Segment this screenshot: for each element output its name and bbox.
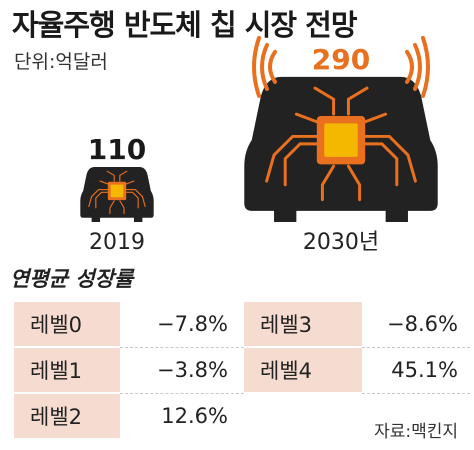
growth-value: 12.6% <box>161 404 228 428</box>
level-label: 레벨3 <box>244 302 362 346</box>
circuit-trace <box>119 200 125 215</box>
row-divider <box>362 347 470 348</box>
circuit-trace <box>119 170 128 182</box>
circuit-trace <box>95 191 112 209</box>
growth-value: −3.8% <box>157 358 228 382</box>
signal-wave-right-icon <box>405 49 414 84</box>
market-chart: 110 2019 290 2030년 <box>80 35 438 255</box>
circuit-trace <box>346 86 369 116</box>
circuit-trace <box>122 191 139 209</box>
growth-title: 연평균 성장률 <box>10 267 134 291</box>
circuit-trace <box>88 188 112 208</box>
row-divider <box>362 393 470 394</box>
signal-wave-right-icon <box>421 35 430 98</box>
category-label-2019: 2019 <box>89 230 145 255</box>
circuit-trace <box>122 188 146 208</box>
signal-wave-left-icon <box>252 35 261 98</box>
circuit-trace <box>109 200 115 215</box>
circuit-trace <box>346 164 362 202</box>
row-divider <box>120 393 244 394</box>
growth-value: −8.6% <box>387 312 458 336</box>
growth-value: −7.8% <box>157 312 228 336</box>
circuit-trace <box>313 86 336 116</box>
circuit-trace <box>354 134 417 183</box>
level-label: 레벨1 <box>14 348 120 392</box>
car-bar-2019 <box>80 166 154 222</box>
value-label-2030년: 290 <box>312 43 370 76</box>
growth-value: 45.1% <box>391 358 458 382</box>
chip-icon <box>110 184 124 198</box>
row-divider <box>120 347 244 348</box>
circuit-trace <box>283 142 328 187</box>
signal-wave-right-icon <box>413 42 422 91</box>
car-bar-2030년 <box>244 76 438 222</box>
circuit-trace <box>265 134 328 183</box>
chip-icon <box>324 123 358 157</box>
level-label: 레벨0 <box>14 302 120 346</box>
signal-wave-left-icon <box>268 49 277 84</box>
circuit-trace <box>320 164 336 202</box>
chart-title: 자율주행 반도체 칩 시장 전망 <box>12 8 358 42</box>
value-label-2019: 110 <box>88 133 146 166</box>
unit-label: 단위:억달러 <box>14 51 108 73</box>
circuit-trace <box>106 170 115 182</box>
category-label-2030년: 2030년 <box>303 230 379 255</box>
level-label: 레벨2 <box>14 394 120 438</box>
source-label: 자료:맥킨지 <box>374 422 458 442</box>
circuit-trace <box>354 142 399 187</box>
level-label: 레벨4 <box>244 348 362 392</box>
signal-wave-left-icon <box>260 42 269 91</box>
